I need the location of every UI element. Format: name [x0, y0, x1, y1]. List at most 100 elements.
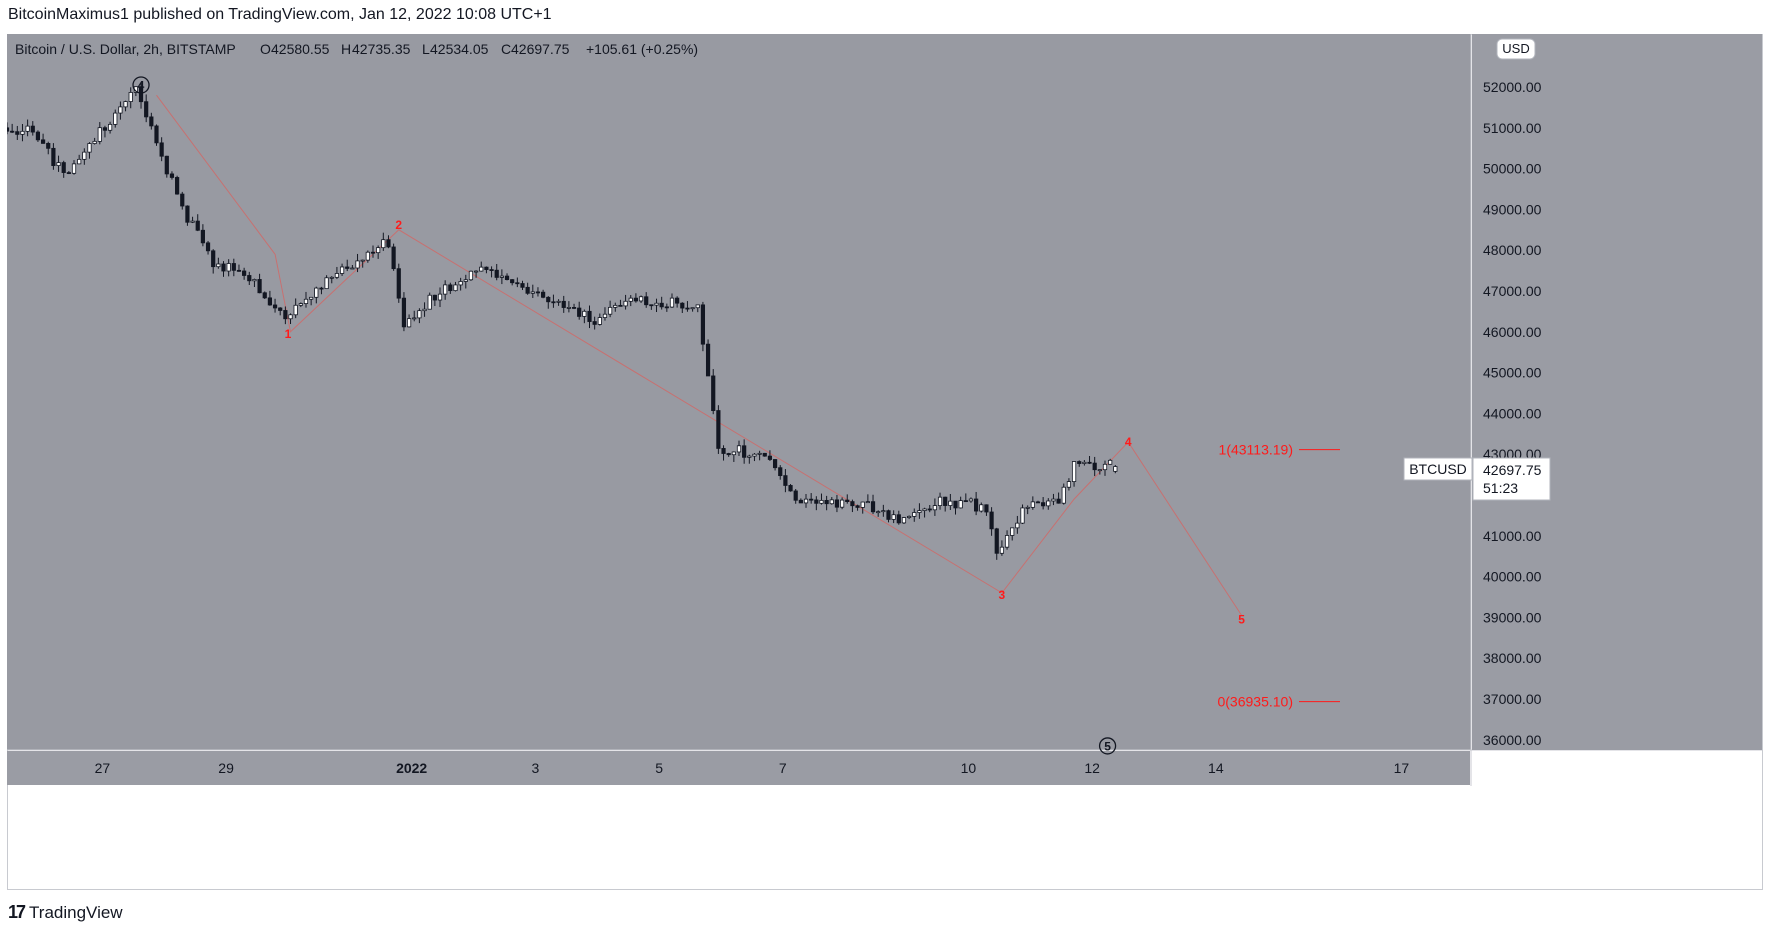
candle: [1015, 515, 1020, 534]
candle: [77, 154, 82, 165]
candle: [7, 122, 10, 135]
symbol-legend[interactable]: Bitcoin / U.S. Dollar, 2h, BITSTAMP O 42…: [15, 41, 698, 57]
wave-labels-layer: 1 2 3 4 5 4 5: [132, 76, 1245, 755]
candle: [896, 510, 901, 525]
candle: [680, 302, 685, 313]
candle: [381, 232, 386, 251]
candle: [175, 175, 180, 195]
time-tick-label: 12: [1084, 760, 1100, 776]
candle: [309, 296, 314, 306]
candle: [128, 87, 133, 109]
candle: [46, 141, 51, 155]
fib-level-label: 0(36935.10): [1217, 694, 1293, 710]
candle: [288, 313, 293, 325]
candle: [484, 266, 489, 274]
candle: [293, 298, 298, 319]
price-axis[interactable]: [1472, 34, 1762, 750]
candle: [386, 235, 391, 249]
candle: [226, 259, 231, 277]
candle: [876, 510, 881, 517]
candle: [989, 507, 994, 536]
candle: [845, 494, 850, 504]
candle: [772, 459, 778, 471]
candle: [401, 292, 407, 332]
candle: [1051, 493, 1056, 506]
price-tick-label: 51000.00: [1483, 120, 1542, 136]
candle: [984, 504, 989, 516]
wave-label: 2: [395, 218, 402, 232]
symbol-name: Bitcoin / U.S. Dollar, 2h, BITSTAMP: [15, 41, 236, 57]
price-tick-label: 45000.00: [1483, 365, 1542, 381]
time-axis[interactable]: [7, 751, 1470, 785]
candle: [824, 495, 829, 511]
candle: [901, 516, 907, 525]
candle: [783, 469, 788, 493]
candle: [623, 294, 628, 310]
price-tick-label: 39000.00: [1483, 609, 1542, 625]
candle: [577, 301, 582, 320]
candle: [979, 502, 984, 513]
time-axis-labels: 27 29 2022 3 5 7 10 12 14 17: [95, 760, 1410, 776]
candle: [917, 503, 922, 519]
candle: [865, 494, 870, 504]
tradingview-brand: TradingView: [29, 902, 123, 922]
candle: [236, 264, 242, 272]
candle: [1092, 456, 1097, 477]
candle: [721, 445, 726, 461]
candle: [221, 261, 226, 277]
candle: [870, 494, 876, 515]
candle: [102, 125, 108, 138]
candle: [551, 294, 556, 308]
candle: [1035, 500, 1041, 504]
publisher-line: BitcoinMaximus1 published on TradingView…: [8, 6, 552, 23]
candle: [767, 450, 773, 461]
candle: [788, 484, 793, 492]
candle: [422, 302, 427, 317]
candle: [257, 273, 262, 294]
candle: [159, 137, 164, 162]
wave-label: 3: [999, 588, 1006, 602]
candle: [443, 280, 448, 300]
candle: [303, 291, 309, 308]
price-tick-label: 44000.00: [1483, 405, 1542, 421]
candle: [334, 266, 340, 280]
open-label: O: [260, 41, 271, 57]
candle: [499, 269, 504, 285]
candle: [180, 191, 185, 210]
candle: [468, 270, 474, 281]
candle: [1082, 460, 1087, 466]
plot-area[interactable]: [7, 34, 1471, 750]
tradingview-logo[interactable]: 17 TradingView: [8, 902, 123, 923]
candle: [546, 296, 551, 309]
close-value: 42697.75: [511, 41, 570, 57]
time-tick-label: 3: [531, 760, 539, 776]
candle: [881, 504, 886, 517]
price-tick-label: 46000.00: [1483, 324, 1542, 340]
candle: [948, 493, 953, 511]
fib-level-label: 1(43113.19): [1219, 442, 1293, 458]
candle: [339, 263, 345, 276]
candle: [731, 451, 736, 462]
candle: [118, 101, 123, 120]
candle: [360, 259, 365, 268]
candle: [597, 313, 602, 326]
candle: [417, 308, 422, 324]
candle: [1087, 455, 1092, 465]
candle: [793, 488, 798, 504]
candle: [92, 137, 97, 145]
time-tick-label: 7: [779, 760, 787, 776]
candle: [1108, 458, 1113, 465]
candle: [556, 299, 561, 306]
candle: [963, 493, 968, 503]
candle: [504, 273, 510, 281]
candle: [1061, 483, 1066, 505]
candle: [489, 266, 494, 278]
currency-button[interactable]: USD: [1496, 38, 1536, 60]
candle: [1056, 492, 1061, 504]
candle: [391, 243, 396, 271]
candle: [649, 304, 654, 310]
candle: [437, 287, 443, 308]
currency-label: USD: [1502, 41, 1529, 56]
candle: [525, 282, 530, 295]
